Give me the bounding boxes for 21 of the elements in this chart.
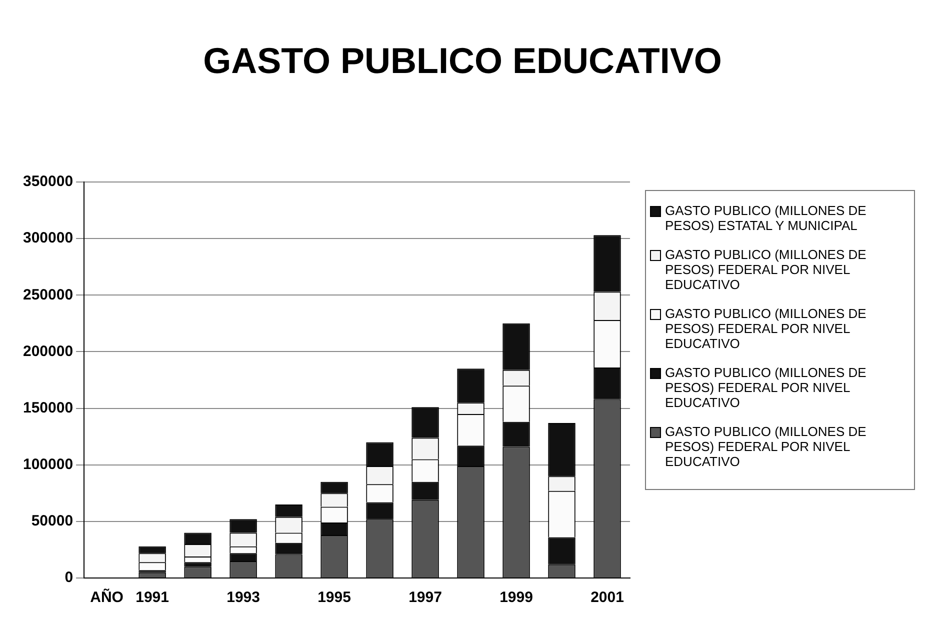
y-tick-label: 350000 — [22, 173, 74, 190]
x-tick-label: 1993 — [226, 589, 260, 606]
y-tick-label: 150000 — [22, 399, 74, 416]
y-tick-label: 200000 — [22, 342, 74, 360]
text: GASTO PUBLICO (MILLONES DE PESOS) FEDERAL POR NIVEL EDUCATIVO — [665, 247, 868, 292]
x-tick-label: AÑO — [90, 588, 124, 606]
x-tick-label: 2001 — [590, 589, 624, 606]
y-tick-label: 100000 — [22, 456, 74, 473]
legend-label: GASTO PUBLICO (MILLONES DE PESOS) ESTATAL Y MUNICIPAL — [665, 203, 868, 233]
y-tick-label: 50000 — [31, 512, 74, 530]
legend-label: GASTO PUBLICO (MILLONES DE PESOS) FEDERAL POR NIVEL EDUCATIVO — [665, 365, 868, 410]
y-tick-label: 300000 — [22, 230, 74, 247]
chart-title: GASTO PUBLICO EDUCATIVO — [202, 40, 723, 82]
y-tick-label: 0 — [64, 569, 74, 586]
x-tick-label: 1995 — [318, 589, 351, 606]
x-tick-label: 1991 — [136, 589, 169, 606]
x-tick-label: 1999 — [500, 589, 533, 606]
text: GASTO PUBLICO (MILLONES DE PESOS) FEDERAL POR NIVEL EDUCATIVO — [665, 306, 868, 351]
legend-label: GASTO PUBLICO (MILLONES DE PESOS) FEDERAL POR NIVEL EDUCATIVO — [665, 424, 868, 469]
y-tick-label: 250000 — [22, 286, 74, 304]
x-tick-label: 1997 — [408, 589, 442, 606]
